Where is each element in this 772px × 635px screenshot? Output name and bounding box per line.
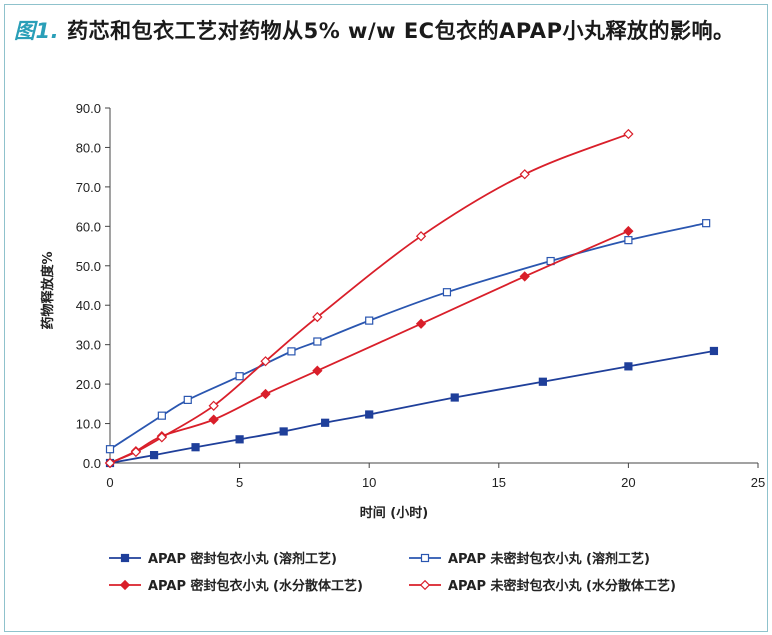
legend-swatch-marker xyxy=(421,580,430,589)
series-2-point xyxy=(314,338,321,345)
series-1-point xyxy=(280,428,287,435)
y-axis-title: 药物释放度% xyxy=(40,251,56,329)
x-axis-title: 时间 (小时) xyxy=(360,505,428,521)
series-3-point xyxy=(209,415,218,424)
legend-label-4: APAP 未密封包衣小丸 (水分散体工艺) xyxy=(448,575,676,594)
legend-item-4: APAP 未密封包衣小丸 (水分散体工艺) xyxy=(408,575,728,594)
y-tick-label: 30.0 xyxy=(76,338,101,353)
legend-swatch-3 xyxy=(108,579,142,591)
x-tick-label: 15 xyxy=(492,475,506,490)
y-tick-label: 10.0 xyxy=(76,417,101,432)
chart-legend: APAP 密封包衣小丸 (溶剂工艺) APAP 未密封包衣小丸 (溶剂工艺) APA… xyxy=(108,548,748,594)
series-2-point xyxy=(184,396,191,403)
series-2-point xyxy=(443,289,450,296)
series-2-point xyxy=(703,220,710,227)
series-2-point xyxy=(236,373,243,380)
series-3-point xyxy=(520,272,529,281)
x-tick-label: 10 xyxy=(362,475,376,490)
series-3 xyxy=(106,227,633,468)
x-tick-label: 5 xyxy=(236,475,243,490)
legend-label-3: APAP 密封包衣小丸 (水分散体工艺) xyxy=(148,575,363,594)
y-tick-label: 60.0 xyxy=(76,219,101,234)
y-tick-label: 0.0 xyxy=(83,456,101,471)
legend-item-1: APAP 密封包衣小丸 (溶剂工艺) xyxy=(108,548,408,567)
x-tick-label: 0 xyxy=(106,475,113,490)
series-3-point xyxy=(313,366,322,375)
series-4-point xyxy=(520,170,529,179)
legend-swatch-2 xyxy=(408,552,442,564)
series-2-point xyxy=(625,237,632,244)
series-3-line xyxy=(110,231,628,463)
legend-label-1: APAP 密封包衣小丸 (溶剂工艺) xyxy=(148,548,337,567)
y-tick-label: 20.0 xyxy=(76,377,101,392)
legend-swatch-marker xyxy=(122,554,129,561)
y-tick-label: 40.0 xyxy=(76,298,101,313)
series-1 xyxy=(107,347,718,466)
series-4-point xyxy=(624,130,633,139)
y-tick-label: 70.0 xyxy=(76,180,101,195)
series-1-point xyxy=(710,347,717,354)
series-2-point xyxy=(158,412,165,419)
series-3-point xyxy=(261,390,270,399)
y-tick-label: 80.0 xyxy=(76,140,101,155)
legend-swatch-marker xyxy=(121,580,130,589)
series-1-point xyxy=(539,378,546,385)
series-2-point xyxy=(288,348,295,355)
series-3-point xyxy=(624,227,633,236)
series-1-line xyxy=(110,351,714,463)
series-1-point xyxy=(366,411,373,418)
legend-item-2: APAP 未密封包衣小丸 (溶剂工艺) xyxy=(408,548,728,567)
y-tick-label: 90.0 xyxy=(76,101,101,116)
legend-swatch-1 xyxy=(108,552,142,564)
series-3-point xyxy=(417,319,426,328)
series-1-point xyxy=(192,444,199,451)
legend-label-2: APAP 未密封包衣小丸 (溶剂工艺) xyxy=(448,548,650,567)
x-tick-label: 20 xyxy=(621,475,635,490)
series-2-point xyxy=(366,317,373,324)
series-2-point xyxy=(107,446,114,453)
series-1-point xyxy=(236,436,243,443)
legend-swatch-4 xyxy=(408,579,442,591)
legend-item-3: APAP 密封包衣小丸 (水分散体工艺) xyxy=(108,575,408,594)
y-tick-label: 50.0 xyxy=(76,259,101,274)
x-tick-label: 25 xyxy=(751,475,765,490)
line-chart: 0.0 10.0 20.0 30.0 40.0 50.0 60.0 70.0 80.0 90.0 0… xyxy=(0,0,772,540)
series-1-point xyxy=(322,419,329,426)
series-1-point xyxy=(451,394,458,401)
legend-swatch-marker xyxy=(422,554,429,561)
series-1-point xyxy=(625,363,632,370)
series-1-point xyxy=(151,452,158,459)
